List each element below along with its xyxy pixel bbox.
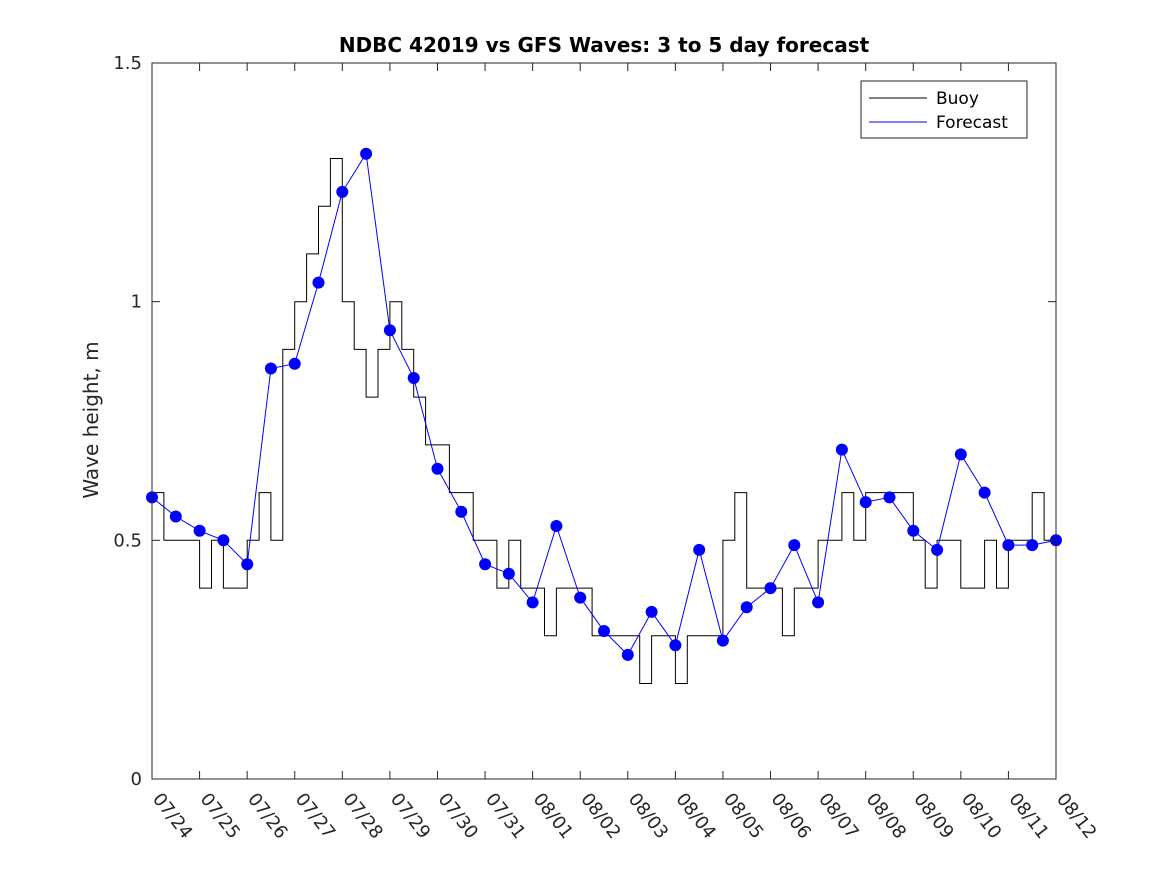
- forecast-marker: [954, 448, 967, 461]
- forecast-marker: [407, 372, 420, 384]
- forecast-marker: [241, 558, 254, 571]
- y-tick-label: 0: [131, 769, 142, 790]
- forecast-marker: [264, 362, 277, 375]
- y-tick-label: 1: [131, 292, 142, 313]
- forecast-marker: [598, 625, 610, 637]
- forecast-marker: [288, 357, 301, 370]
- chart-title: NDBC 42019 vs GFS Waves: 3 to 5 day fore…: [339, 33, 870, 57]
- forecast-marker: [716, 634, 729, 647]
- forecast-marker: [336, 185, 349, 198]
- forecast-marker: [907, 524, 920, 537]
- forecast-marker: [479, 558, 492, 571]
- forecast-marker: [383, 324, 396, 337]
- forecast-marker: [788, 539, 801, 552]
- legend-forecast-label: Forecast: [936, 113, 1008, 133]
- forecast-marker: [312, 276, 325, 289]
- forecast-marker: [193, 524, 206, 537]
- legend-box: [860, 80, 1028, 139]
- forecast-marker: [621, 648, 634, 661]
- forecast-marker: [360, 147, 373, 160]
- forecast-marker: [169, 510, 182, 523]
- forecast-marker: [835, 443, 848, 456]
- y-axis-label: Wave height, m: [79, 341, 103, 498]
- y-tick-label: 0.5: [113, 530, 142, 551]
- forecast-marker: [217, 534, 230, 547]
- forecast-marker: [812, 596, 825, 609]
- forecast-marker: [764, 582, 777, 595]
- forecast-marker: [883, 491, 896, 504]
- forecast-marker: [645, 605, 658, 618]
- forecast-marker: [740, 601, 753, 614]
- forecast-marker: [931, 543, 944, 556]
- y-tick-label: 1.5: [113, 53, 142, 74]
- plot-frame: [151, 62, 1057, 780]
- forecast-marker: [859, 496, 872, 509]
- forecast-marker: [669, 639, 682, 652]
- forecast-marker: [431, 462, 444, 475]
- forecast-marker: [455, 505, 468, 518]
- buoy-series-line: [152, 158, 1056, 684]
- forecast-marker: [550, 520, 563, 532]
- forecast-marker: [502, 567, 515, 580]
- forecast-marker: [1002, 539, 1015, 552]
- legend: Buoy Forecast: [860, 80, 1028, 139]
- forecast-marker: [526, 596, 539, 609]
- forecast-marker: [978, 486, 991, 499]
- forecast-marker: [1026, 539, 1039, 552]
- legend-buoy-label: Buoy: [936, 89, 979, 109]
- forecast-marker: [693, 543, 706, 556]
- forecast-marker: [574, 591, 587, 604]
